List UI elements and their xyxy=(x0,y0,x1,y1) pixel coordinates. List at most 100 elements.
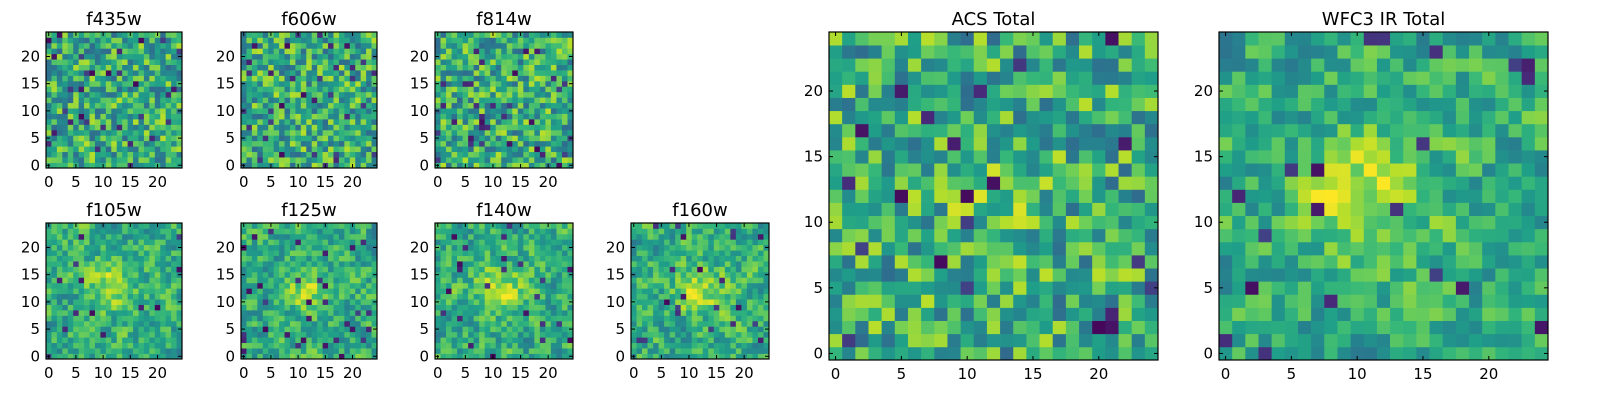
heatmap-cell xyxy=(149,53,156,60)
heatmap-cell xyxy=(116,266,123,273)
heatmap-cell xyxy=(561,124,568,131)
heatmap-cell xyxy=(947,346,961,361)
heatmap-cell xyxy=(1026,241,1040,256)
heatmap-cell xyxy=(545,108,552,114)
heatmap-cell xyxy=(300,331,307,338)
heatmap-cell xyxy=(251,261,258,267)
heatmap-cell xyxy=(868,189,882,203)
heatmap-cell xyxy=(246,42,253,49)
heatmap-cell xyxy=(746,239,753,246)
heatmap-cell xyxy=(947,215,961,230)
heatmap-cell xyxy=(545,348,552,354)
heatmap-cell xyxy=(528,113,535,120)
heatmap-cell xyxy=(105,146,112,153)
heatmap-cell xyxy=(550,97,557,104)
heatmap-cell xyxy=(735,244,742,251)
heatmap-cell xyxy=(262,310,269,316)
heatmap-cell xyxy=(62,288,69,295)
heatmap-cell xyxy=(534,337,541,344)
heatmap-cell xyxy=(111,348,118,354)
heatmap-cell xyxy=(1092,202,1106,217)
heatmap-cell xyxy=(279,80,285,87)
heatmap-cell xyxy=(490,326,497,333)
heatmap-cell xyxy=(143,228,150,235)
heatmap-cell xyxy=(697,244,704,251)
heatmap-cell xyxy=(658,342,665,349)
heatmap-cell xyxy=(506,233,513,240)
heatmap-cell xyxy=(105,244,112,251)
heatmap-cell xyxy=(333,53,340,60)
heatmap-cell xyxy=(686,320,693,327)
y-tick-label: 20 xyxy=(410,47,429,65)
heatmap-cell xyxy=(111,326,118,333)
heatmap-cell xyxy=(338,277,345,284)
heatmap-cell xyxy=(295,342,302,349)
heatmap-cell xyxy=(100,331,107,338)
heatmap-cell xyxy=(251,135,258,142)
heatmap-cell xyxy=(306,293,313,300)
heatmap-cell xyxy=(1144,333,1159,348)
heatmap-cell xyxy=(111,97,118,104)
heatmap-cell xyxy=(165,310,172,316)
heatmap-cell xyxy=(67,124,74,131)
heatmap-cell xyxy=(446,277,452,284)
heatmap-cell xyxy=(100,337,107,344)
heatmap-cell xyxy=(371,331,378,338)
heatmap-cell xyxy=(333,228,340,235)
heatmap-cell xyxy=(349,146,356,153)
heatmap-cell xyxy=(907,163,922,177)
heatmap-cell xyxy=(446,255,452,262)
heatmap-cell xyxy=(1144,241,1159,256)
heatmap-cell xyxy=(133,102,139,109)
heatmap-cell xyxy=(550,266,557,273)
heatmap-cell xyxy=(473,293,480,300)
heatmap-cell xyxy=(279,75,285,82)
heatmap-cell xyxy=(473,140,480,147)
heatmap-cell xyxy=(528,228,535,235)
heatmap-cell xyxy=(328,113,334,120)
heatmap-cell xyxy=(138,353,145,360)
heatmap-cell xyxy=(143,124,150,131)
heatmap-cell xyxy=(154,299,161,305)
heatmap-cell xyxy=(539,146,546,153)
heatmap-cell xyxy=(752,277,759,284)
heatmap-cell xyxy=(94,261,101,267)
heatmap-cell xyxy=(881,228,896,243)
heatmap-cell xyxy=(741,261,748,267)
heatmap-cell xyxy=(273,59,280,65)
heatmap-cell xyxy=(273,223,280,229)
heatmap-cell xyxy=(440,342,447,349)
heatmap-cell xyxy=(67,75,74,82)
heatmap-cell xyxy=(355,233,362,240)
heatmap-cell xyxy=(127,113,134,120)
heatmap-cell xyxy=(495,32,502,38)
heatmap-cell xyxy=(462,91,469,98)
heatmap-cell xyxy=(143,342,150,349)
heatmap-cell xyxy=(100,42,107,49)
heatmap-cell xyxy=(306,282,313,289)
heatmap-cell xyxy=(550,304,557,311)
heatmap-cell xyxy=(567,315,574,322)
heatmap-cell xyxy=(479,162,486,169)
heatmap-cell xyxy=(89,233,96,240)
heatmap-cell xyxy=(523,255,530,262)
heatmap-cell xyxy=(506,304,513,311)
heatmap-cell xyxy=(344,331,351,338)
heatmap-cell xyxy=(89,102,96,109)
heatmap-cell xyxy=(658,228,665,235)
heatmap-cell xyxy=(122,37,128,44)
heatmap-cell xyxy=(138,113,145,120)
heatmap-cell xyxy=(757,266,764,273)
heatmap-cell xyxy=(506,250,513,256)
heatmap-cell xyxy=(284,337,291,344)
heatmap-cell xyxy=(680,337,687,344)
heatmap-cell xyxy=(138,70,145,76)
heatmap-cell xyxy=(328,124,334,131)
heatmap-cell xyxy=(165,70,172,76)
heatmap-cell xyxy=(484,337,491,344)
heatmap-cell xyxy=(506,59,513,65)
heatmap-cell xyxy=(440,162,447,169)
heatmap-cell xyxy=(78,37,85,44)
heatmap-cell xyxy=(149,64,156,71)
heatmap-cell xyxy=(317,162,323,169)
